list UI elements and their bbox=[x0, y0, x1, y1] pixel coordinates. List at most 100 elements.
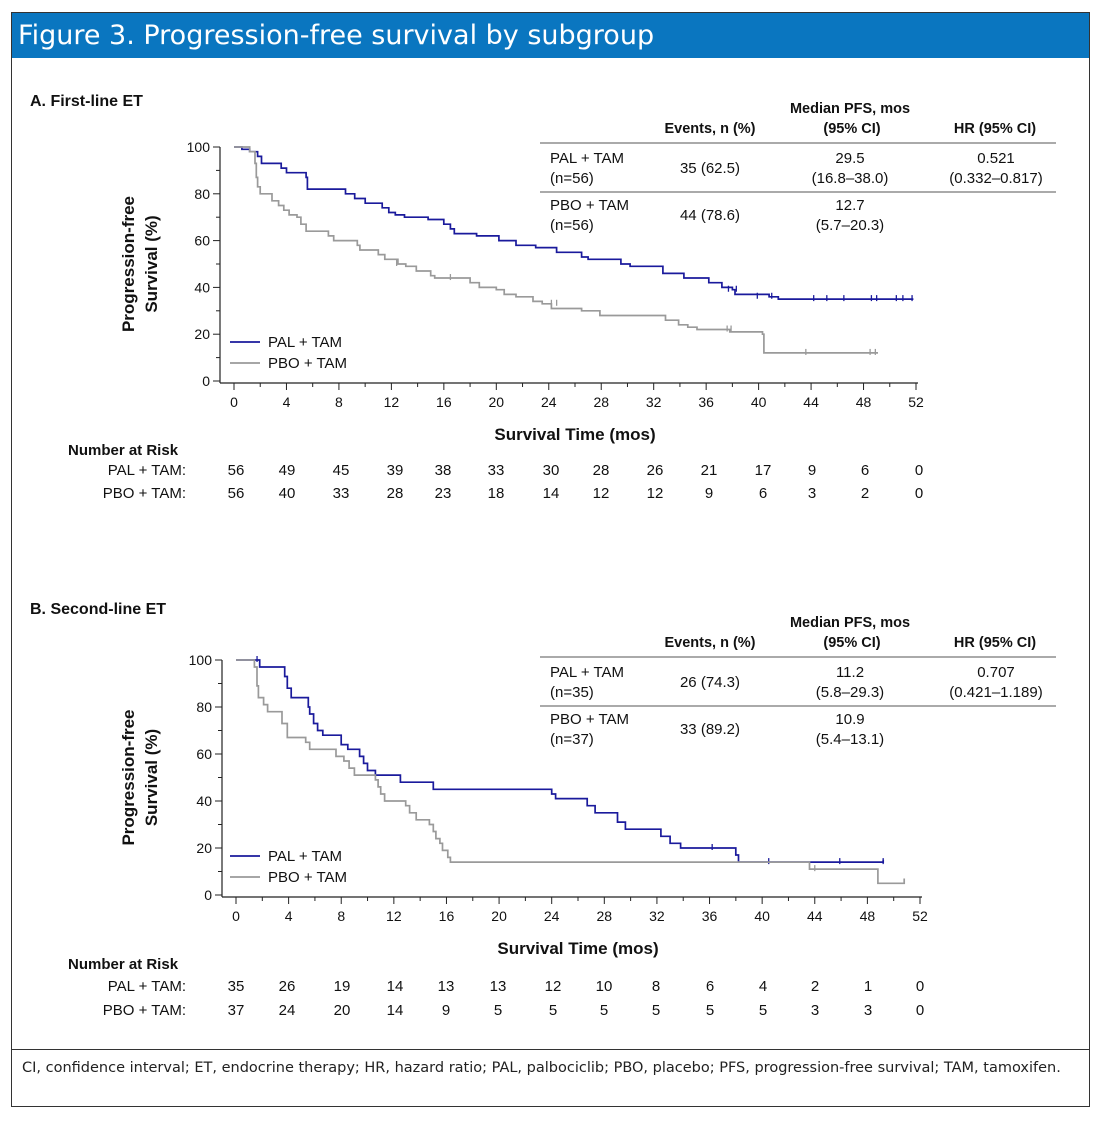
risk-label: PBO + TAM: bbox=[103, 485, 186, 502]
figure-frame bbox=[11, 12, 1090, 1107]
risk-count: 6 bbox=[861, 462, 869, 479]
risk-count: 3 bbox=[864, 1002, 872, 1019]
x-tick-label: 32 bbox=[646, 394, 662, 410]
x-tick-label: 4 bbox=[285, 908, 293, 924]
risk-count: 6 bbox=[759, 485, 767, 502]
x-tick-label: 48 bbox=[860, 908, 876, 924]
risk-count: 14 bbox=[387, 1002, 404, 1019]
risk-count: 4 bbox=[759, 978, 767, 995]
table-arm: PBO + TAM bbox=[550, 711, 629, 728]
x-tick-label: 36 bbox=[698, 394, 714, 410]
risk-count: 24 bbox=[279, 1002, 296, 1019]
x-tick-label: 16 bbox=[439, 908, 455, 924]
risk-count: 5 bbox=[494, 1002, 502, 1019]
risk-count: 26 bbox=[647, 462, 664, 479]
y-tick-label: 20 bbox=[196, 840, 212, 856]
table-events: 33 (89.2) bbox=[680, 721, 740, 738]
table-hr: 0.707 bbox=[977, 664, 1015, 681]
panel-title: A. First-line ET bbox=[30, 93, 143, 110]
risk-count: 45 bbox=[333, 462, 350, 479]
legend-label: PAL + TAM bbox=[268, 848, 342, 865]
footer-divider bbox=[12, 1049, 1089, 1050]
legend-label: PBO + TAM bbox=[268, 869, 347, 886]
table-hr: 0.521 bbox=[977, 150, 1015, 167]
risk-count: 3 bbox=[811, 1002, 819, 1019]
legend-label: PBO + TAM bbox=[268, 355, 347, 372]
risk-count: 1 bbox=[864, 978, 872, 995]
table-median-ci: (5.7–20.3) bbox=[816, 217, 884, 234]
table-header: (95% CI) bbox=[823, 635, 880, 651]
table-n: (n=37) bbox=[550, 731, 594, 748]
table-n: (n=56) bbox=[550, 170, 594, 187]
x-tick-label: 36 bbox=[702, 908, 718, 924]
table-arm: PBO + TAM bbox=[550, 197, 629, 214]
km-curve-pbo bbox=[234, 146, 878, 354]
risk-count: 5 bbox=[706, 1002, 714, 1019]
legend-label: PAL + TAM bbox=[268, 334, 342, 351]
figure-title: Figure 3. Progression-free survival by s… bbox=[12, 13, 1089, 58]
table-median: 12.7 bbox=[835, 197, 864, 214]
risk-count: 12 bbox=[545, 978, 562, 995]
risk-count: 56 bbox=[228, 462, 245, 479]
y-tick-label: 20 bbox=[194, 326, 210, 342]
table-events: 44 (78.6) bbox=[680, 207, 740, 224]
risk-title: Number at Risk bbox=[68, 956, 179, 973]
risk-count: 49 bbox=[279, 462, 296, 479]
x-tick-label: 40 bbox=[751, 394, 767, 410]
risk-count: 6 bbox=[706, 978, 714, 995]
x-tick-label: 48 bbox=[856, 394, 872, 410]
y-axis-title: Survival (%) bbox=[142, 215, 161, 312]
risk-count: 14 bbox=[387, 978, 404, 995]
risk-label: PBO + TAM: bbox=[103, 1002, 186, 1019]
y-tick-label: 100 bbox=[187, 139, 211, 155]
table-header: HR (95% CI) bbox=[954, 121, 1036, 137]
table-arm: PAL + TAM bbox=[550, 150, 624, 167]
km-curve-pal bbox=[234, 146, 914, 300]
risk-count: 5 bbox=[549, 1002, 557, 1019]
y-axis-title: Survival (%) bbox=[142, 729, 161, 826]
x-tick-label: 52 bbox=[908, 394, 924, 410]
table-median-ci: (16.8–38.0) bbox=[812, 170, 889, 187]
y-tick-label: 60 bbox=[194, 233, 210, 249]
y-axis-title: Progression-free bbox=[119, 196, 138, 332]
table-median: 29.5 bbox=[835, 150, 864, 167]
x-tick-label: 8 bbox=[337, 908, 345, 924]
y-tick-label: 0 bbox=[204, 887, 212, 903]
x-tick-label: 20 bbox=[489, 394, 505, 410]
table-arm: PAL + TAM bbox=[550, 664, 624, 681]
risk-count: 2 bbox=[811, 978, 819, 995]
risk-count: 9 bbox=[442, 1002, 450, 1019]
risk-label: PAL + TAM: bbox=[108, 978, 186, 995]
x-axis-title: Survival Time (mos) bbox=[494, 425, 655, 444]
table-events: 26 (74.3) bbox=[680, 674, 740, 691]
x-axis-title: Survival Time (mos) bbox=[497, 939, 658, 958]
x-tick-label: 24 bbox=[544, 908, 560, 924]
y-tick-label: 40 bbox=[194, 279, 210, 295]
x-tick-label: 32 bbox=[649, 908, 665, 924]
km-curve-pal bbox=[236, 659, 885, 863]
table-median: 11.2 bbox=[836, 664, 864, 681]
table-n: (n=35) bbox=[550, 684, 594, 701]
risk-count: 5 bbox=[759, 1002, 767, 1019]
x-tick-label: 12 bbox=[386, 908, 402, 924]
y-axis-title: Progression-free bbox=[119, 709, 138, 845]
y-tick-label: 40 bbox=[196, 793, 212, 809]
risk-count: 37 bbox=[228, 1002, 245, 1019]
risk-count: 20 bbox=[334, 1002, 351, 1019]
risk-title: Number at Risk bbox=[68, 442, 179, 459]
table-n: (n=56) bbox=[550, 217, 594, 234]
table-header: Median PFS, mos bbox=[790, 615, 910, 631]
table-median-ci: (5.8–29.3) bbox=[816, 684, 884, 701]
y-tick-label: 100 bbox=[189, 652, 213, 668]
table-hr-ci: (0.421–1.189) bbox=[949, 684, 1042, 701]
x-tick-label: 16 bbox=[436, 394, 452, 410]
table-header: HR (95% CI) bbox=[954, 635, 1036, 651]
risk-count: 33 bbox=[333, 485, 350, 502]
risk-count: 10 bbox=[596, 978, 613, 995]
x-tick-label: 8 bbox=[335, 394, 343, 410]
risk-count: 13 bbox=[438, 978, 455, 995]
risk-count: 13 bbox=[490, 978, 507, 995]
